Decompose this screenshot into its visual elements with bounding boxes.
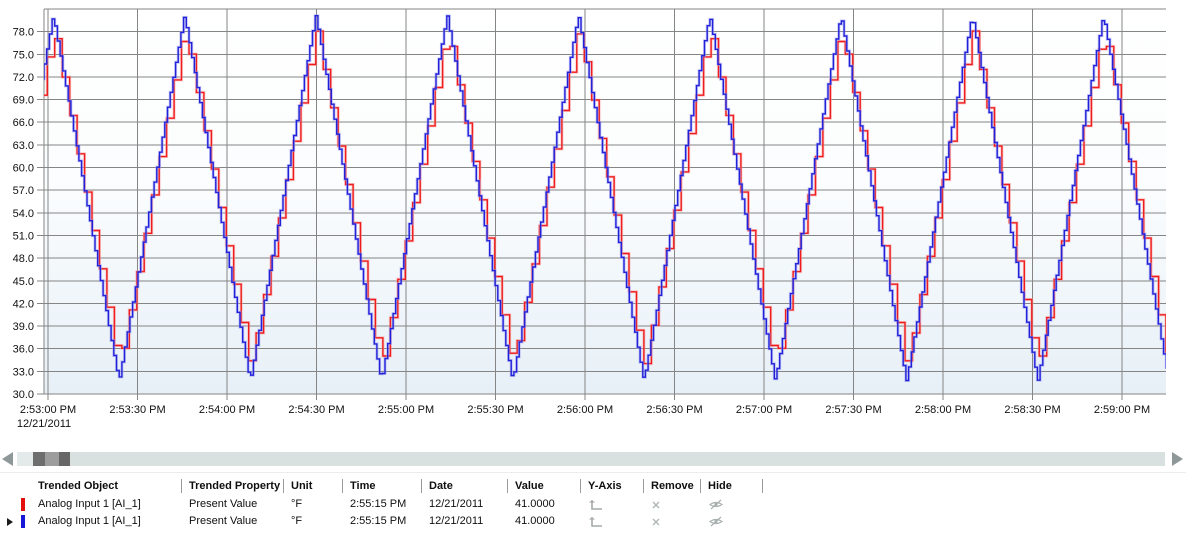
scrollbar-thumb-segment <box>33 452 45 466</box>
trended-property-cell: Present Value <box>189 515 258 527</box>
date-cell: 12/21/2011 <box>429 498 484 510</box>
row-marker-cell <box>0 513 30 530</box>
trend-line <box>44 15 1166 382</box>
axis-icon <box>588 515 604 529</box>
eye-slash-icon <box>708 499 724 510</box>
trend-series-lines <box>44 14 1166 382</box>
y-axis-tick-label: 45.0 <box>13 276 34 288</box>
y-axis-tick-label: 60.0 <box>13 163 34 175</box>
scrollbar-thumb-segment <box>45 452 59 466</box>
x-axis-tick-label: 2:53:30 PM <box>109 404 165 416</box>
trended-property-cell: Present Value <box>189 498 258 510</box>
eye-slash-icon <box>708 516 724 527</box>
y-axis-tick-label: 33.0 <box>13 366 34 378</box>
remove-button[interactable] <box>643 496 700 513</box>
x-axis-tick-label: 2:54:30 PM <box>288 404 344 416</box>
trend-chart: 30.0 33.0 36.0 39.0 42.0 45.0 48.0 51.0 54.0 57.0… <box>13 8 1166 430</box>
header-time[interactable]: Time <box>342 477 421 496</box>
time-cell: 2:55:15 PM <box>350 515 407 527</box>
y-axis-tick-label: 39.0 <box>13 321 34 333</box>
scrollbar-thumb[interactable] <box>33 452 70 466</box>
scrollbar-right-arrow-icon[interactable] <box>1172 452 1183 466</box>
current-row-indicator-icon <box>7 518 13 526</box>
y-axis-tick-label: 75.0 <box>13 49 34 61</box>
y-axis-tick-label: 48.0 <box>13 253 34 265</box>
x-axis-tick-label: 2:54:00 PM <box>199 404 255 416</box>
series-color-marker <box>21 498 25 511</box>
y-axis-tick-label: 78.0 <box>13 27 34 39</box>
y-axis-tick-label: 69.0 <box>13 95 34 107</box>
y-axis-button[interactable] <box>580 513 643 530</box>
value-cell: 41.0000 <box>515 515 555 527</box>
header-end-separator <box>762 477 1186 496</box>
header-y-axis[interactable]: Y-Axis <box>580 477 643 496</box>
hide-button[interactable] <box>700 496 762 513</box>
x-axis-tick-label: 2:55:00 PM <box>378 404 434 416</box>
time-cell: 2:55:15 PM <box>350 498 407 510</box>
y-axis-tick-label: 54.0 <box>13 208 34 220</box>
table-header-row: Trended Object Trended Property Unit Tim… <box>0 477 1186 496</box>
x-axis-tick-label: 2:55:30 PM <box>467 404 523 416</box>
x-axis-tick-label: 2:59:00 PM <box>1094 404 1150 416</box>
y-axis-tick-label: 63.0 <box>13 140 34 152</box>
x-axis-date-label: 12/21/2011 <box>17 418 71 430</box>
x-icon <box>651 517 661 527</box>
y-axis-tick-label: 51.0 <box>13 230 34 242</box>
header-hide[interactable]: Hide <box>700 477 762 496</box>
scrollbar-track[interactable] <box>17 452 1165 466</box>
trend-legend-table: Trended Object Trended Property Unit Tim… <box>0 477 1186 530</box>
header-remove[interactable]: Remove <box>643 477 700 496</box>
y-axis-tick-label: 72.0 <box>13 72 34 84</box>
y-axis-tick-label: 36.0 <box>13 344 34 356</box>
header-marker-spacer <box>0 477 30 496</box>
y-axis-tick-label: 66.0 <box>13 117 34 129</box>
x-axis-tick-label: 2:58:00 PM <box>915 404 971 416</box>
y-axis-button[interactable] <box>580 496 643 513</box>
trended-object-cell: Analog Input 1 [AI_1] <box>38 498 141 510</box>
date-cell: 12/21/2011 <box>429 515 484 527</box>
unit-cell: °F <box>291 515 303 527</box>
header-unit[interactable]: Unit <box>283 477 342 496</box>
divider <box>0 472 1186 473</box>
x-axis-tick-label: 2:53:00 PM <box>20 404 76 416</box>
x-axis-tick-label: 2:57:00 PM <box>736 404 792 416</box>
header-value[interactable]: Value <box>507 477 580 496</box>
table-row[interactable]: Analog Input 1 [AI_1] Present Value °F 2:55… <box>0 513 1186 530</box>
value-cell: 41.0000 <box>515 498 555 510</box>
header-trended-object[interactable]: Trended Object <box>38 480 119 492</box>
hide-button[interactable] <box>700 513 762 530</box>
series-color-marker <box>21 515 25 528</box>
x-axis-tick-label: 2:56:00 PM <box>557 404 613 416</box>
y-axis-tick-label: 42.0 <box>13 298 34 310</box>
scrollbar-left-arrow-icon[interactable] <box>2 452 13 466</box>
axis-ticks-and-labels: 30.0 33.0 36.0 39.0 42.0 45.0 48.0 51.0 54.0 57.0… <box>13 27 1151 430</box>
axis-icon <box>588 498 604 512</box>
y-axis-tick-label: 30.0 <box>13 389 34 401</box>
x-axis-tick-label: 2:57:30 PM <box>825 404 881 416</box>
remove-button[interactable] <box>643 513 700 530</box>
header-trended-property[interactable]: Trended Property <box>181 477 283 496</box>
y-axis-tick-label: 57.0 <box>13 185 34 197</box>
row-marker-cell <box>0 496 30 513</box>
scrollbar-thumb-segment <box>59 452 70 466</box>
horizontal-scrollbar[interactable] <box>0 451 1186 467</box>
x-axis-tick-label: 2:56:30 PM <box>646 404 702 416</box>
x-axis-tick-label: 2:58:30 PM <box>1004 404 1060 416</box>
table-body: Analog Input 1 [AI_1] Present Value °F 2:55… <box>0 496 1186 530</box>
plot-area-background <box>44 9 1166 394</box>
header-date[interactable]: Date <box>421 477 507 496</box>
trended-object-cell: Analog Input 1 [AI_1] <box>38 515 141 527</box>
x-icon <box>651 500 661 510</box>
unit-cell: °F <box>291 498 303 510</box>
table-row[interactable]: Analog Input 1 [AI_1] Present Value °F 2:55… <box>0 496 1186 513</box>
